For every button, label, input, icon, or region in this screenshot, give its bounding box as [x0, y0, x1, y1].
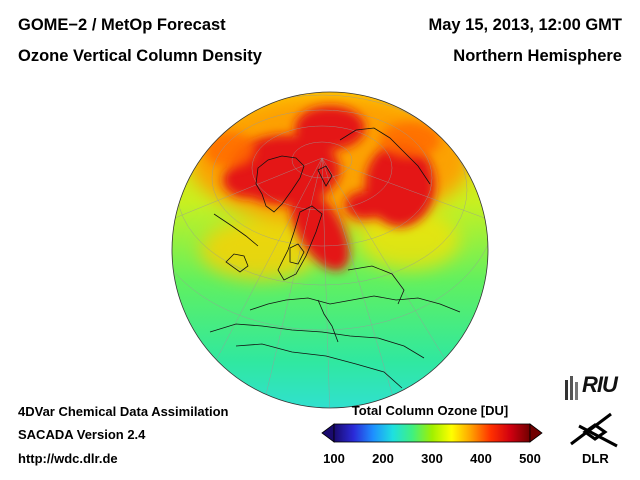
url-label: http://wdc.dlr.de: [18, 451, 118, 466]
product-subtitle: Ozone Vertical Column Density: [18, 47, 262, 65]
colorbar-min-arrow: [321, 423, 335, 443]
method-label: 4DVar Chemical Data Assimilation: [18, 404, 229, 419]
coastlines: [209, 127, 461, 389]
date-time: May 15, 2013, 12:00 GMT: [428, 16, 622, 34]
colorbar-tick-label: 300: [421, 451, 443, 466]
colorbar: [321, 423, 543, 443]
version-label: SACADA Version 2.4: [18, 427, 146, 442]
dlr-logo-icon: [570, 412, 618, 448]
riu-logo-text: RIU: [582, 372, 618, 397]
globe-outline: [171, 91, 489, 409]
colorbar-max-arrow: [529, 423, 543, 443]
colorbar-tick-label: 200: [372, 451, 394, 466]
product-title: GOME−2 / MetOp Forecast: [18, 16, 226, 34]
colorbar-tick-label: 100: [323, 451, 345, 466]
colorbar-title: Total Column Ozone [DU]: [351, 403, 509, 418]
colorbar-gradient: [333, 423, 531, 443]
riu-logo-icon: [565, 376, 578, 400]
colorbar-tick-label: 500: [519, 451, 541, 466]
dlr-logo-text: DLR: [582, 451, 609, 466]
hemisphere-label: Northern Hemisphere: [453, 47, 622, 65]
colorbar-tick-label: 400: [470, 451, 492, 466]
